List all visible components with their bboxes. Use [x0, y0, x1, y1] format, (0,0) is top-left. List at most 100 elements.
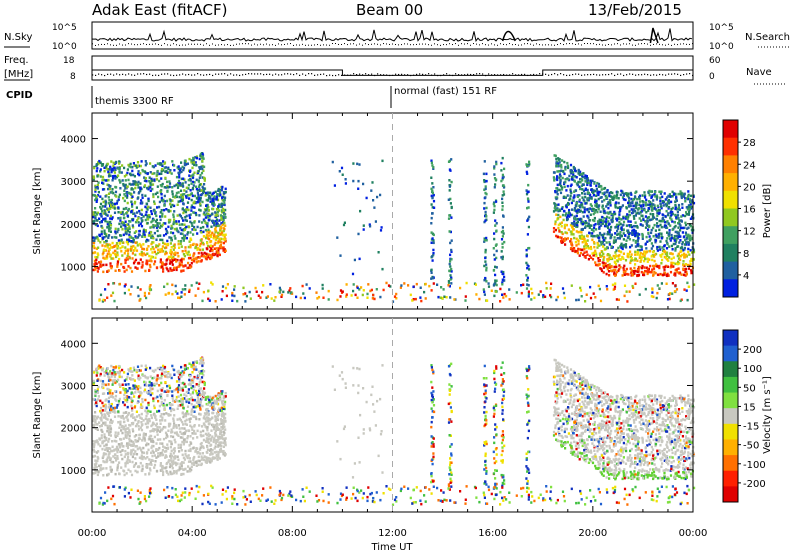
- power-cell: [677, 263, 679, 266]
- power-cell: [666, 255, 668, 258]
- power-cell: [528, 216, 530, 219]
- nave-dot: [164, 73, 165, 74]
- power-cell: [627, 253, 629, 256]
- power-cell: [173, 210, 175, 213]
- nsky-tick-bottom: 10^0: [52, 42, 77, 52]
- power-cell: [162, 242, 164, 245]
- power-cell: [688, 286, 690, 289]
- power-cell: [195, 164, 197, 167]
- power-cell: [223, 242, 225, 245]
- velocity-cell: [97, 391, 99, 394]
- power-cell: [666, 231, 668, 234]
- nsearch-dot: [581, 44, 582, 45]
- power-cell: [205, 205, 207, 208]
- power-cell: [502, 246, 504, 249]
- nave-dot: [161, 74, 162, 75]
- power-cell: [448, 270, 450, 273]
- nave-dot: [326, 75, 327, 76]
- nsky-line: [92, 29, 692, 42]
- power-cell: [192, 173, 194, 176]
- nsearch-dot: [140, 44, 141, 45]
- nsearch-dot: [419, 44, 420, 45]
- power-cell: [161, 209, 163, 212]
- power-cell: [151, 251, 153, 254]
- nsearch-dot: [554, 45, 555, 46]
- nave-dot: [632, 74, 633, 75]
- freq-frame: [92, 56, 693, 80]
- power-cell: [635, 203, 637, 206]
- power-cell: [191, 259, 193, 262]
- nave-dot: [572, 74, 573, 75]
- power-cell: [102, 252, 104, 255]
- power-cell: [111, 191, 113, 194]
- power-cell: [159, 222, 161, 225]
- power-cell: [193, 243, 195, 246]
- power-cell: [196, 179, 198, 182]
- power-cell: [94, 211, 96, 214]
- power-cell: [181, 217, 183, 220]
- power-cell: [200, 243, 202, 246]
- nsearch-dot: [548, 44, 549, 45]
- power-cell: [415, 298, 417, 301]
- nave-dot: [440, 75, 441, 76]
- power-cell: [173, 185, 175, 188]
- power-cell: [609, 237, 611, 240]
- power-cell: [628, 205, 630, 208]
- power-cell: [137, 181, 139, 184]
- nave-dot: [599, 75, 600, 76]
- power-cell: [645, 247, 647, 250]
- nsearch-dot: [683, 43, 684, 44]
- power-cell: [484, 257, 486, 260]
- power-cell: [633, 272, 635, 275]
- power-cell: [580, 249, 582, 252]
- power-cell: [495, 200, 497, 203]
- power-cell: [151, 255, 153, 258]
- colorbar-swatch: [723, 155, 738, 173]
- power-cell: [193, 260, 195, 263]
- power-cell: [336, 299, 338, 302]
- power-cell: [593, 213, 595, 216]
- nave-dot: [548, 75, 549, 76]
- power-cell: [202, 153, 204, 156]
- power-cell: [581, 196, 583, 199]
- power-cell: [651, 247, 653, 250]
- power-cell: [186, 187, 188, 190]
- power-cell: [97, 181, 99, 184]
- power-cell: [586, 215, 588, 218]
- power-cell: [352, 290, 354, 293]
- nave-dot: [284, 73, 285, 74]
- power-cell: [649, 250, 651, 253]
- power-cell: [528, 295, 530, 298]
- nsearch-dot: [413, 44, 414, 45]
- power-cell: [522, 284, 524, 287]
- power-cell: [614, 257, 616, 260]
- power-cell: [428, 285, 430, 288]
- power-cell: [658, 229, 660, 232]
- power-cell: [631, 269, 633, 272]
- power-cell: [674, 239, 676, 242]
- power-cell: [182, 207, 184, 210]
- power-cell: [495, 163, 497, 166]
- power-cell: [209, 299, 211, 302]
- power-cell: [199, 256, 201, 259]
- power-cell: [628, 197, 630, 200]
- nave-dot: [671, 74, 672, 75]
- power-cell: [526, 255, 528, 258]
- power-cell: [503, 241, 505, 244]
- power-cell: [449, 263, 451, 266]
- power-cell: [185, 208, 187, 211]
- power-cell: [570, 230, 572, 233]
- power-cell: [591, 197, 593, 200]
- power-cell: [125, 195, 127, 198]
- power-cell: [578, 170, 580, 173]
- nsearch-dot: [320, 45, 321, 46]
- nsearch-dot: [527, 43, 528, 44]
- power-cell: [581, 188, 583, 191]
- nsearch-dot: [509, 43, 510, 44]
- power-cell: [653, 235, 655, 238]
- power-cell: [632, 211, 634, 214]
- nave-dot: [530, 74, 531, 75]
- power-cell: [567, 178, 569, 181]
- power-cell: [206, 234, 208, 237]
- power-cell: [121, 254, 123, 256]
